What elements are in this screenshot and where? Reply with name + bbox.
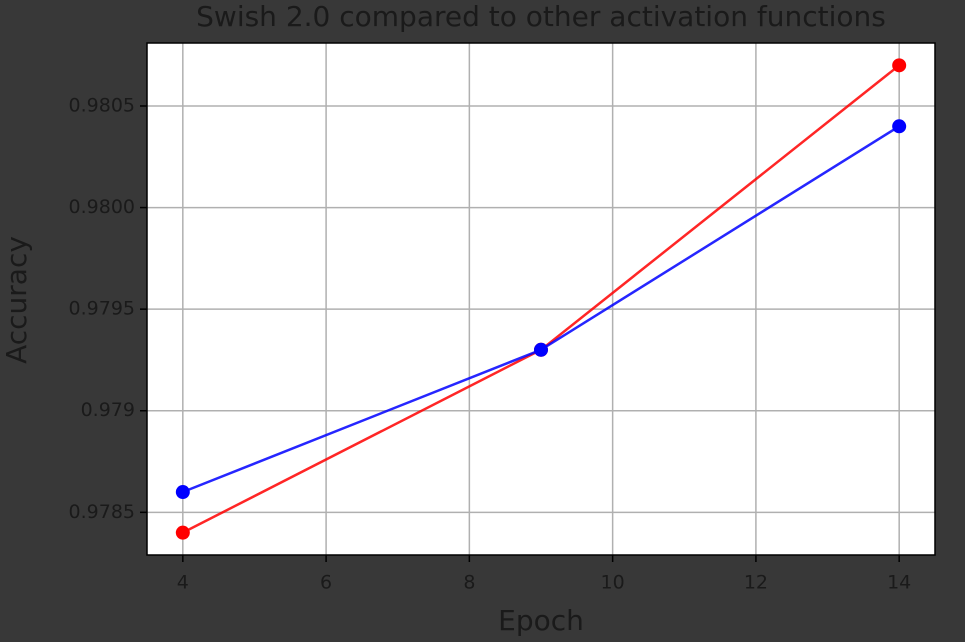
data-point — [534, 342, 548, 357]
chart-title: Swish 2.0 compared to other activation f… — [196, 0, 886, 33]
y-tick-label: 0.9795 — [69, 298, 135, 320]
x-tick-label: 10 — [601, 572, 625, 594]
y-tick-label: 0.9805 — [69, 94, 135, 116]
x-tick-label: 14 — [887, 572, 911, 594]
y-tick-label: 0.9785 — [69, 501, 135, 523]
y-axis-label: Accuracy — [0, 236, 33, 364]
y-tick-label: 0.9800 — [69, 196, 135, 218]
x-tick-label: 4 — [177, 572, 189, 594]
x-tick-label: 6 — [320, 572, 332, 594]
data-point — [175, 485, 190, 500]
y-tick-label: 0.979 — [81, 399, 135, 421]
data-point — [892, 58, 907, 73]
x-axis-label: Epoch — [498, 604, 584, 637]
data-point — [175, 525, 190, 540]
x-tick-label: 12 — [744, 572, 768, 594]
x-tick-label: 8 — [463, 572, 475, 594]
plot-area — [147, 43, 935, 555]
plot-frame — [146, 42, 936, 556]
data-point — [892, 119, 907, 134]
